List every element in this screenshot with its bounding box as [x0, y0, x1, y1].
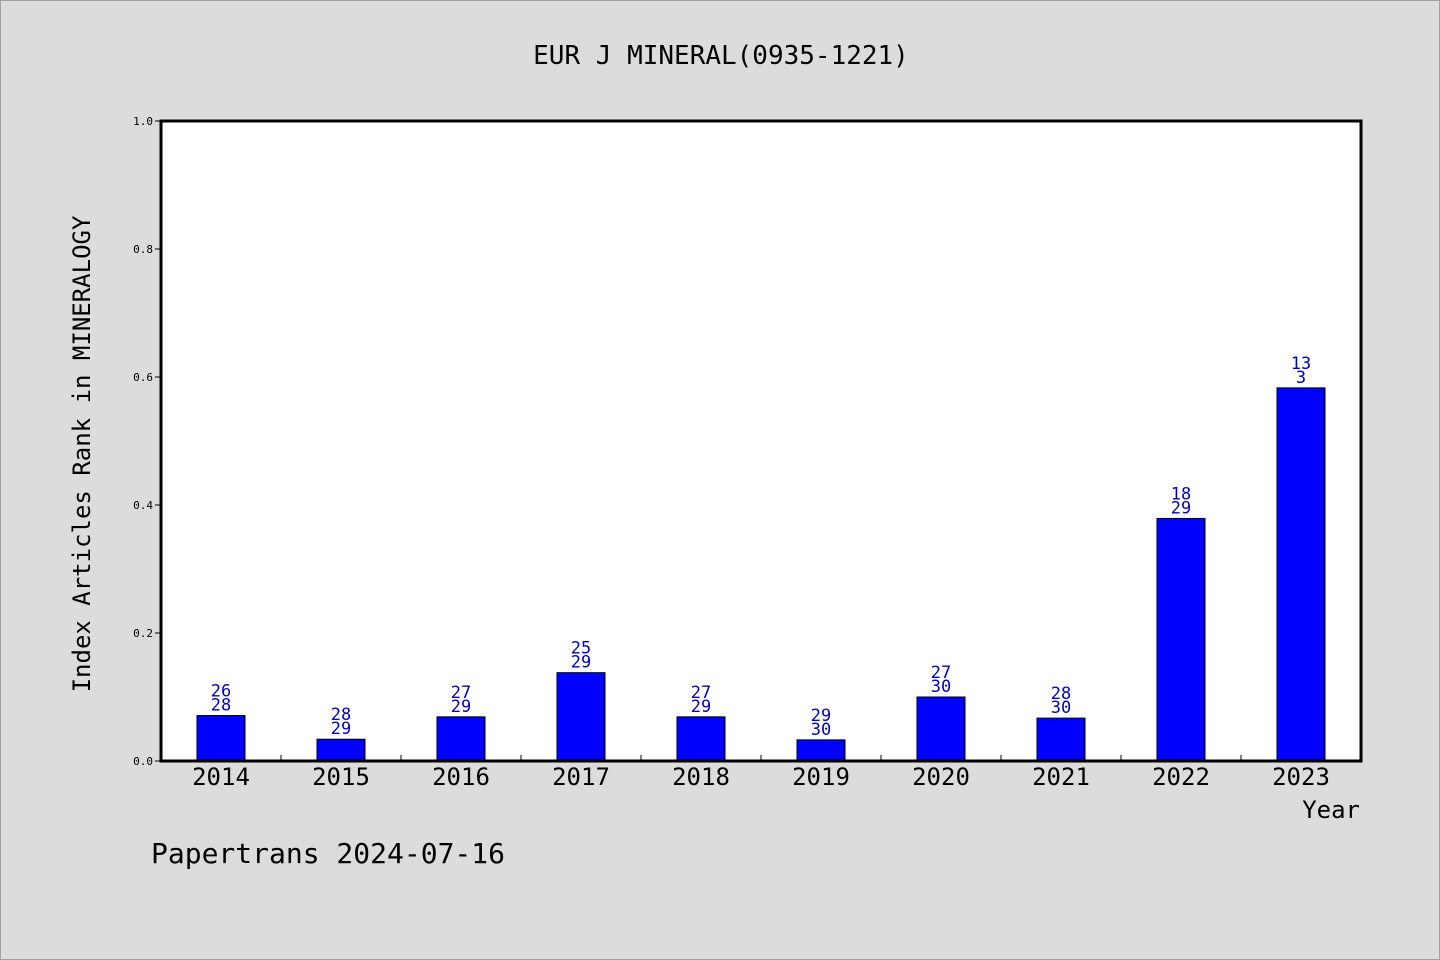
bar-label-top: 29	[811, 706, 831, 726]
bar-label-bottom: 28	[211, 696, 231, 716]
bar-label-top: 27	[931, 663, 951, 683]
bar-label-bottom: 29	[451, 697, 471, 717]
bar-label-top: 13	[1291, 354, 1311, 374]
bar-label-bottom: 30	[1051, 698, 1071, 718]
y-tick-label: 0.8	[133, 243, 153, 256]
bar-2020	[916, 696, 966, 762]
x-tick-label: 2018	[672, 763, 730, 791]
bar-label-top: 27	[451, 683, 471, 703]
bar-label-bottom: 29	[571, 653, 591, 673]
chart-title: EUR J MINERAL(0935-1221)	[533, 41, 909, 71]
bar-label-top: 25	[571, 639, 591, 659]
y-tick-label: 0.4	[133, 499, 153, 512]
bar-2023	[1276, 387, 1326, 762]
y-tick-label: 0.0	[133, 755, 153, 768]
bar-2015	[316, 738, 366, 762]
x-tick-label: 2022	[1152, 763, 1210, 791]
bar-label-bottom: 30	[811, 720, 831, 740]
ticks-layer: 0.0 0.2 0.4 0.6 0.8 1.0 2014 2015 2016 2017 2018 20…	[133, 115, 1330, 791]
bar-2017	[556, 672, 606, 762]
x-tick-label: 2021	[1032, 763, 1090, 791]
y-tick-label: 0.2	[133, 627, 153, 640]
x-tick-label: 2019	[792, 763, 850, 791]
x-tick-label: 2015	[312, 763, 370, 791]
bar-label-bottom: 29	[691, 697, 711, 717]
x-tick-label: 2016	[432, 763, 490, 791]
x-tick-label: 2020	[912, 763, 970, 791]
plot-frame	[159, 119, 1363, 763]
y-tick-label: 0.6	[133, 371, 153, 384]
bar-2021	[1036, 717, 1086, 762]
bar-label-top: 26	[211, 682, 231, 702]
footer-text: Papertrans 2024-07-16	[151, 837, 505, 870]
bar-label-bottom: 3	[1296, 368, 1306, 388]
bar-label-bottom: 30	[931, 677, 951, 697]
x-tick-label: 2017	[552, 763, 610, 791]
bar-label-top: 18	[1171, 484, 1191, 504]
bar-label-bottom: 29	[1171, 498, 1191, 518]
bar-label-top: 28	[331, 705, 351, 725]
x-axis-label: Year	[1302, 796, 1360, 824]
y-axis-label: Index Articles Rank in MINERALOGY	[68, 215, 96, 692]
bar-label-top: 28	[1051, 684, 1071, 704]
x-tick-label: 2014	[192, 763, 250, 791]
bar-2016	[436, 716, 486, 762]
bar-label-bottom: 29	[331, 719, 351, 739]
bar-2014	[196, 715, 246, 762]
bar-2022	[1156, 517, 1206, 762]
y-tick-label: 1.0	[133, 115, 153, 128]
bar-2018	[676, 716, 726, 762]
x-tick-label: 2023	[1272, 763, 1330, 791]
bar-label-top: 27	[691, 683, 711, 703]
bar-2019	[796, 739, 846, 762]
